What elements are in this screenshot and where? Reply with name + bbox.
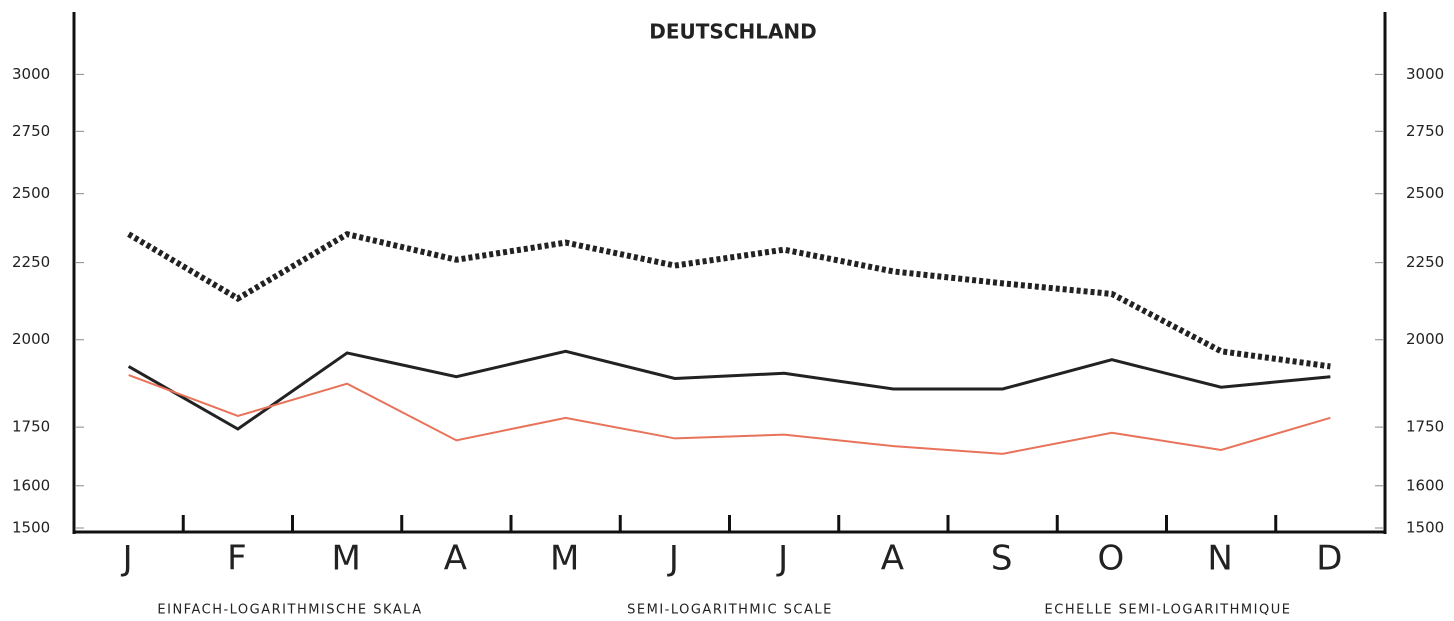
annotation: ECHELLE SEMI-LOGARITHMIQUE [1045,603,1292,618]
x-tick-label: A [444,539,469,579]
y2-tick-label: 1500 [1406,519,1444,537]
x-tick-label: A [881,539,906,579]
y2-tick-label: 2000 [1406,330,1444,348]
y2-tick-label: 2500 [1406,184,1444,202]
x-tick-label: N [1207,539,1234,579]
y2-tick-label: 2250 [1406,253,1444,271]
y2-tick-label: 3000 [1406,65,1444,83]
x-tick-label: O [1097,539,1126,579]
y2-tick-label: 1600 [1406,476,1444,494]
series-line [127,349,1331,431]
y-tick-label: 2250 [12,253,50,271]
y2-tick-label: 2750 [1406,122,1444,140]
x-tick-label: M [550,539,581,579]
series-line [127,230,1331,370]
y-tick-label: 2500 [12,184,50,202]
x-tick-label: M [331,539,362,579]
annotation: SEMI-LOGARITHMIC SCALE [627,603,833,618]
y2-tick-label: 1750 [1406,418,1444,436]
x-tick-label: J [667,539,681,579]
y-tick-label: 1750 [12,418,50,436]
x-tick-label: J [121,539,135,579]
x-tick-label: J [776,539,790,579]
series-line [128,374,1331,455]
y-tick-label: 1600 [12,476,50,494]
x-tick-label: D [1316,539,1344,579]
annotation: EINFACH-LOGARITHMISCHE SKALA [157,603,422,618]
x-tick-label: F [227,539,249,579]
y-tick-label: 2750 [12,122,50,140]
y-tick-label: 1500 [12,519,50,537]
y-tick-label: 3000 [12,65,50,83]
x-tick-label: S [991,539,1015,579]
y-tick-label: 2000 [12,330,50,348]
chart-title: DEUTSCHLAND [649,20,817,44]
